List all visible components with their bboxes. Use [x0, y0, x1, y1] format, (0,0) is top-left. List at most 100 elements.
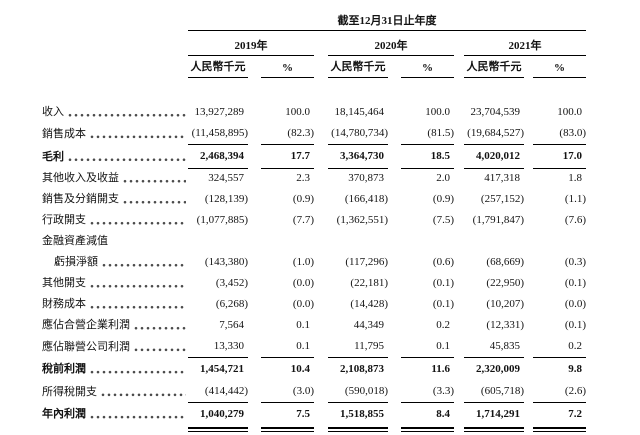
cell-value: (166,418)	[344, 193, 388, 205]
amount-cell: 417,318	[464, 168, 524, 189]
cell-value: 3,364,730	[340, 150, 384, 162]
percent-cell: (1.0)	[261, 252, 314, 273]
period-title-cell: 截至12月31日止年度	[188, 12, 586, 31]
cell-value: (68,669)	[486, 256, 524, 268]
table-row: 所得稅開支 (414,442) (3.0) (590,018) (3.3) (605,71…	[42, 381, 586, 403]
amount-cell: 44,349	[328, 315, 388, 336]
cell-value: (3.3)	[432, 385, 454, 397]
amount-cell: (22,181)	[328, 273, 388, 294]
row-label-text: 應佔聯營公司利潤	[42, 340, 130, 353]
row-label-text: 財務成本	[42, 298, 86, 310]
table-row: 稅前利潤 1,454,721 10.4 2,108,873 11.6 2,320,009 9…	[42, 357, 586, 381]
percent-cell: 0.1	[401, 336, 454, 358]
cell-value: 23,704,539	[470, 106, 521, 118]
row-label-text: 年內利潤	[42, 408, 86, 420]
cell-value: (0.9)	[432, 193, 454, 205]
cell-value: 13,927,289	[194, 106, 245, 118]
cell-value: 18.5	[430, 150, 450, 162]
unit-header-2019: 人民幣千元	[188, 59, 248, 78]
cell-value: 0.2	[568, 340, 582, 352]
cell-value: 1,454,721	[200, 363, 244, 375]
percent-cell: (81.5)	[401, 123, 454, 145]
cell-value: (143,380)	[204, 256, 248, 268]
cell-value: (0.9)	[292, 193, 314, 205]
amount-cell: 7,564	[188, 315, 248, 336]
percent-cell: 0.1	[261, 315, 314, 336]
amount-cell: (10,207)	[464, 294, 524, 315]
row-label: 其他收入及收益	[42, 168, 188, 189]
year-header-2021: 2021年	[464, 34, 586, 56]
percent-cell: (0.1)	[533, 315, 586, 336]
cell-value: (11,458,895)	[191, 127, 248, 139]
cell-value: 8.4	[436, 408, 450, 420]
percent-header-2020: %	[401, 59, 454, 78]
row-label-text: 應佔合營企業利潤	[42, 319, 130, 331]
percent-cell: (0.1)	[401, 273, 454, 294]
cell-value: 9.8	[568, 363, 582, 375]
table-row: 行政開支 (1,077,885) (7.7) (1,362,551) (7.5) (1,7…	[42, 210, 586, 231]
cell-value: 11.6	[431, 363, 450, 375]
row-label: 行政開支	[42, 210, 188, 231]
row-label-text: 毛利	[42, 150, 64, 163]
amount-cell: (128,139)	[188, 189, 248, 210]
amount-cell: 2,108,873	[328, 357, 388, 381]
amount-cell: 1,454,721	[188, 357, 248, 381]
percent-cell	[533, 231, 586, 252]
amount-cell: 1,714,291	[464, 402, 524, 432]
amount-cell: 13,330	[188, 336, 248, 358]
cell-value: (22,950)	[486, 277, 524, 289]
dot-leader	[90, 357, 186, 381]
cell-value: (128,139)	[204, 193, 248, 205]
row-label-text: 虧損淨額	[54, 256, 98, 268]
amount-cell: (590,018)	[328, 381, 388, 403]
table-row: 金融資產減值	[42, 231, 586, 252]
percent-cell: (0.1)	[401, 294, 454, 315]
amount-cell: (605,718)	[464, 381, 524, 403]
year-header-2020: 2020年	[328, 34, 454, 56]
financial-table: 截至12月31日止年度 2019年 2020年 2021年 人民幣千元 % 人民…	[42, 12, 586, 432]
percent-cell: 2.3	[261, 168, 314, 189]
amount-cell	[188, 231, 248, 252]
dot-leader	[101, 381, 186, 403]
table-header: 截至12月31日止年度 2019年 2020年 2021年 人民幣千元 % 人民…	[42, 12, 586, 78]
cell-value: (0.6)	[432, 256, 454, 268]
cell-value: 7.2	[568, 408, 582, 420]
cell-value: (2.6)	[564, 385, 586, 397]
cell-value: (0.1)	[564, 319, 586, 331]
amount-cell: (1,077,885)	[188, 210, 248, 231]
row-label: 收入	[42, 102, 188, 123]
cell-value: (1,791,847)	[472, 214, 524, 226]
cell-value: (1,077,885)	[196, 214, 248, 226]
amount-cell: 2,468,394	[188, 144, 248, 169]
cell-value: (0.0)	[292, 298, 314, 310]
amount-cell: 18,145,464	[328, 102, 388, 123]
amount-cell: 2,320,009	[464, 357, 524, 381]
cell-value: (7.6)	[564, 214, 586, 226]
percent-cell: (0.0)	[533, 294, 586, 315]
cell-value: 1,518,855	[340, 408, 384, 420]
cell-value: (12,331)	[486, 319, 524, 331]
cell-value: 417,318	[484, 172, 520, 184]
percent-cell: 100.0	[401, 102, 454, 123]
amount-cell: (22,950)	[464, 273, 524, 294]
percent-cell: 7.2	[533, 402, 586, 432]
amount-cell: (3,452)	[188, 273, 248, 294]
percent-cell: 0.2	[401, 315, 454, 336]
cell-value: (81.5)	[427, 127, 454, 139]
row-label-text: 其他開支	[42, 277, 86, 289]
amount-cell: (6,268)	[188, 294, 248, 315]
dot-leader	[90, 210, 186, 231]
percent-cell: (1.1)	[533, 189, 586, 210]
percent-cell: 9.8	[533, 357, 586, 381]
cell-value: (0.0)	[292, 277, 314, 289]
percent-cell: (0.3)	[533, 252, 586, 273]
row-label-text: 銷售成本	[42, 127, 86, 140]
amount-cell: (1,791,847)	[464, 210, 524, 231]
row-label: 財務成本	[42, 294, 188, 315]
cell-value: (14,780,734)	[331, 127, 388, 139]
amount-cell: (68,669)	[464, 252, 524, 273]
cell-value: (0.1)	[564, 277, 586, 289]
row-label: 年內利潤	[42, 402, 188, 426]
cell-value: (3,452)	[215, 277, 248, 289]
table-row: 財務成本 (6,268) (0.0) (14,428) (0.1) (10,207) (0.…	[42, 294, 586, 315]
